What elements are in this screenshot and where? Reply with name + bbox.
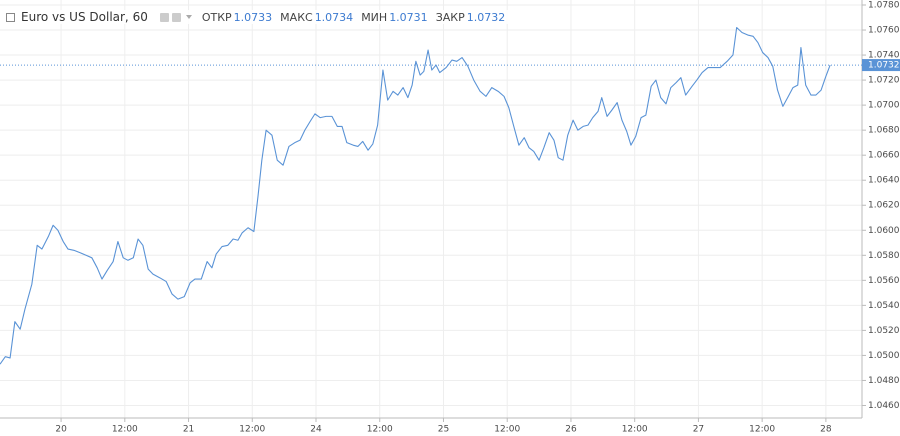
x-tick-label: 12:00 bbox=[494, 425, 520, 435]
collapse-icon[interactable] bbox=[6, 12, 15, 22]
x-tick-label: 25 bbox=[438, 425, 449, 435]
x-tick-label: 12:00 bbox=[749, 425, 775, 435]
y-tick-label: 1.0640 bbox=[868, 176, 900, 186]
stat-label: МИН bbox=[361, 10, 388, 24]
y-tick-label: 1.0780 bbox=[868, 1, 900, 11]
x-tick-label: 20 bbox=[55, 425, 67, 435]
y-tick-label: 1.0720 bbox=[868, 76, 900, 86]
y-tick-label: 1.0760 bbox=[868, 26, 900, 36]
x-tick-label: 24 bbox=[310, 425, 322, 435]
last-price-label: 1.0732 bbox=[868, 61, 900, 71]
close-button[interactable] bbox=[171, 12, 181, 22]
y-tick-label: 1.0540 bbox=[868, 301, 900, 311]
stat-value: 1.0733 bbox=[233, 10, 273, 24]
y-tick-label: 1.0740 bbox=[868, 51, 900, 61]
stat-label: МАКС bbox=[280, 10, 313, 24]
y-tick-label: 1.0500 bbox=[868, 351, 900, 361]
price-line bbox=[0, 26, 831, 365]
x-tick-label: 12:00 bbox=[622, 425, 648, 435]
stat-value: 1.0734 bbox=[314, 10, 354, 24]
x-tick-label: 12:00 bbox=[239, 425, 265, 435]
x-tick-label: 27 bbox=[693, 425, 704, 435]
chart-header: Euro vs US Dollar, 60 ОТКР 1.0733 МАКС 1.07… bbox=[4, 10, 516, 24]
dropdown-caret[interactable] bbox=[185, 15, 192, 19]
stat-label: ОТКР bbox=[201, 10, 232, 24]
settings-button[interactable] bbox=[159, 12, 169, 22]
y-tick-label: 1.0560 bbox=[868, 276, 900, 286]
symbol-title: Euro vs US Dollar, 60 bbox=[21, 10, 148, 24]
y-tick-label: 1.0620 bbox=[868, 201, 900, 211]
stat-value: 1.0732 bbox=[466, 10, 506, 24]
x-tick-label: 28 bbox=[820, 425, 832, 435]
x-tick-label: 26 bbox=[565, 425, 577, 435]
stat-value: 1.0731 bbox=[389, 10, 428, 24]
y-tick-label: 1.0660 bbox=[868, 151, 900, 161]
y-tick-label: 1.0580 bbox=[868, 251, 900, 261]
y-tick-label: 1.0480 bbox=[868, 376, 900, 386]
y-tick-label: 1.0700 bbox=[868, 101, 900, 111]
x-tick-label: 12:00 bbox=[112, 425, 138, 435]
y-tick-label: 1.0600 bbox=[868, 226, 900, 236]
stat-label: ЗАКР bbox=[435, 10, 465, 24]
last-price-tag bbox=[862, 59, 900, 72]
x-tick-label: 21 bbox=[183, 425, 194, 435]
y-tick-label: 1.0520 bbox=[868, 326, 900, 336]
y-tick-label: 1.0460 bbox=[868, 401, 900, 411]
y-tick-label: 1.0680 bbox=[868, 126, 900, 136]
x-tick-label: 12:00 bbox=[367, 425, 393, 435]
